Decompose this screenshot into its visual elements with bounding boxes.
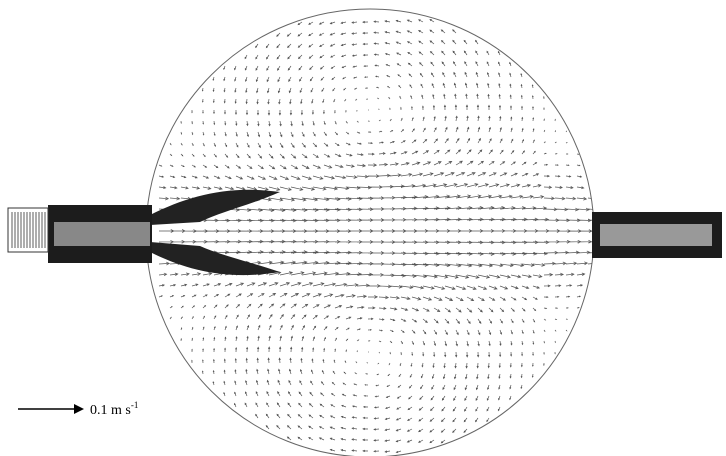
flow-figure: 0.1 m s-1 [0, 0, 726, 456]
scale-label-text: 0.1 m s [90, 403, 131, 418]
scale-arrow-head [74, 404, 84, 414]
scale-label-superscript: -1 [131, 400, 139, 410]
outlet-core [600, 224, 712, 246]
page: {"scale_label": {"text": "0.1 m s", "sup… [0, 0, 726, 456]
body: 0.1 m s-1 (() => { const data = JSON.par… [0, 0, 726, 456]
scale-label: 0.1 m s-1 [90, 400, 138, 418]
inlet-core [54, 222, 150, 246]
